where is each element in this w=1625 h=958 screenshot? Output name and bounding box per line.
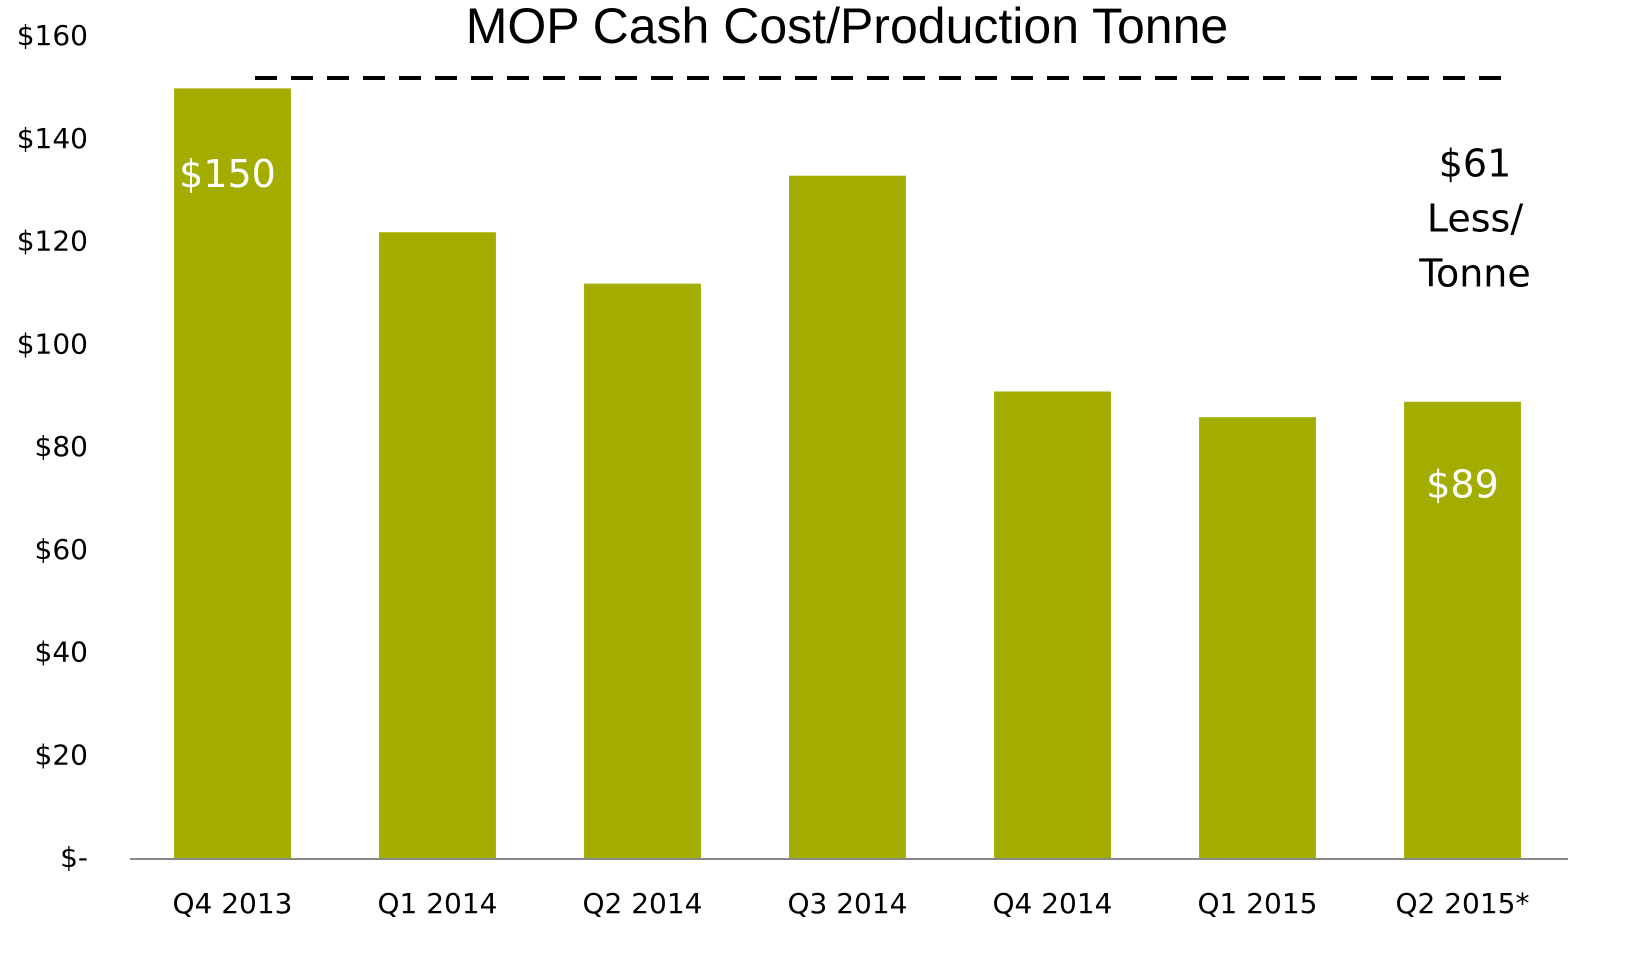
y-tick-label: $40 bbox=[35, 636, 88, 669]
value-label: $89 bbox=[1426, 462, 1499, 506]
bar bbox=[584, 283, 701, 860]
bar bbox=[174, 88, 291, 859]
y-tick-label: $100 bbox=[17, 327, 88, 360]
x-tick-label: Q1 2015 bbox=[1197, 887, 1317, 920]
x-tick-label: Q3 2014 bbox=[787, 887, 907, 920]
y-tick-label: $- bbox=[60, 841, 88, 874]
x-tick-label: Q2 2014 bbox=[582, 887, 702, 920]
bar bbox=[1404, 401, 1521, 859]
annotation: $61 Less/Tonne bbox=[1418, 142, 1531, 296]
y-tick-label: $120 bbox=[17, 225, 88, 258]
bar bbox=[379, 232, 496, 860]
y-tick-label: $160 bbox=[17, 19, 88, 52]
annotation-line: Less/ bbox=[1427, 197, 1523, 241]
x-tick-label: Q4 2014 bbox=[992, 887, 1112, 920]
y-tick-label: $20 bbox=[35, 738, 88, 771]
bars bbox=[174, 88, 1521, 860]
annotation-line: $61 bbox=[1439, 142, 1512, 186]
value-label: $150 bbox=[179, 152, 276, 196]
bar bbox=[1199, 417, 1316, 859]
x-tick-label: Q1 2014 bbox=[377, 887, 497, 920]
y-tick-label: $80 bbox=[35, 430, 88, 463]
bar bbox=[789, 175, 906, 859]
bar bbox=[994, 391, 1111, 859]
y-tick-label: $60 bbox=[35, 533, 88, 566]
annotation-line: Tonne bbox=[1418, 252, 1531, 296]
y-tick-label: $140 bbox=[17, 122, 88, 155]
chart-title: MOP Cash Cost/Production Tonne bbox=[466, 0, 1228, 54]
x-tick-label: Q2 2015* bbox=[1395, 887, 1529, 920]
x-tick-label: Q4 2013 bbox=[172, 887, 292, 920]
